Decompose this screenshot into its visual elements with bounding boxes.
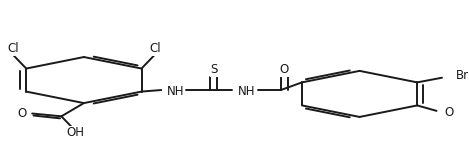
Text: NH: NH [238,85,256,98]
Text: Br: Br [456,69,469,82]
Text: S: S [211,63,218,76]
Text: Cl: Cl [7,42,19,55]
Text: OH: OH [66,127,84,139]
Text: O: O [444,106,454,119]
Text: NH: NH [167,85,184,98]
Text: O: O [280,63,289,76]
Text: O: O [18,107,27,119]
Text: Cl: Cl [149,42,161,55]
